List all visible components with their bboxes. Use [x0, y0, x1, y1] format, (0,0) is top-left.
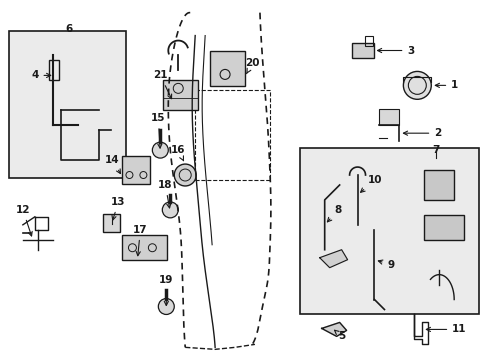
Bar [195, 90, 269, 180]
Text: 12: 12 [16, 205, 32, 236]
Text: 20: 20 [244, 58, 259, 74]
Text: 4: 4 [31, 71, 51, 80]
Bar [9, 31, 126, 178]
Circle shape [152, 142, 168, 158]
Bar [299, 148, 478, 315]
Circle shape [403, 71, 430, 99]
Text: 5: 5 [334, 330, 345, 341]
Bar [122, 156, 150, 184]
Text: 17: 17 [133, 225, 147, 256]
Circle shape [174, 164, 196, 186]
Text: 15: 15 [151, 113, 165, 148]
Polygon shape [321, 323, 346, 336]
Bar [163, 80, 198, 110]
Text: 9: 9 [378, 260, 394, 270]
Bar [122, 235, 167, 260]
Bar [424, 215, 463, 240]
Text: 18: 18 [158, 180, 172, 208]
Bar [49, 60, 59, 80]
Text: 8: 8 [327, 205, 341, 222]
Bar [379, 109, 399, 125]
Polygon shape [319, 250, 347, 268]
Text: 11: 11 [426, 324, 466, 334]
Text: 19: 19 [159, 275, 173, 306]
Circle shape [158, 298, 174, 315]
Text: 10: 10 [360, 175, 381, 192]
Bar [351, 42, 373, 58]
Text: 1: 1 [434, 80, 458, 90]
Text: 21: 21 [153, 71, 171, 99]
Circle shape [162, 202, 178, 218]
Bar [102, 214, 120, 232]
Text: 14: 14 [105, 155, 120, 174]
Bar [364, 36, 372, 45]
Text: 16: 16 [171, 145, 185, 161]
Text: 3: 3 [377, 45, 414, 55]
Text: 6: 6 [65, 24, 72, 33]
Bar [424, 170, 453, 200]
Bar [210, 51, 244, 86]
Text: 2: 2 [403, 128, 441, 138]
Text: 13: 13 [111, 197, 125, 220]
Text: 7: 7 [432, 145, 439, 155]
